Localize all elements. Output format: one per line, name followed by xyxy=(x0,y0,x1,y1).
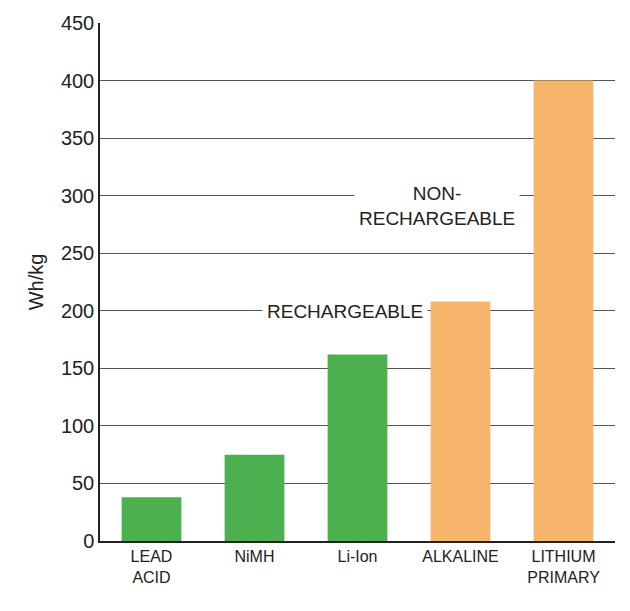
svg-text:300: 300 xyxy=(61,185,94,207)
svg-text:350: 350 xyxy=(61,127,94,149)
svg-text:LITHIUMPRIMARY: LITHIUMPRIMARY xyxy=(527,548,600,586)
svg-text:LEADACID: LEADACID xyxy=(131,548,173,586)
svg-text:150: 150 xyxy=(61,357,94,379)
svg-text:Wh/kg: Wh/kg xyxy=(25,254,47,311)
svg-text:RECHARGEABLE: RECHARGEABLE xyxy=(267,301,423,322)
svg-text:50: 50 xyxy=(72,472,94,494)
svg-text:400: 400 xyxy=(61,70,94,92)
svg-text:NON-RECHARGEABLE: NON-RECHARGEABLE xyxy=(359,183,515,229)
svg-text:ALKALINE: ALKALINE xyxy=(422,548,498,565)
svg-text:250: 250 xyxy=(61,242,94,264)
svg-text:Li-Ion: Li-Ion xyxy=(337,548,377,565)
svg-text:450: 450 xyxy=(61,12,94,34)
svg-text:100: 100 xyxy=(61,415,94,437)
svg-text:0: 0 xyxy=(83,530,94,552)
svg-text:NiMH: NiMH xyxy=(235,548,275,565)
svg-text:200: 200 xyxy=(61,300,94,322)
